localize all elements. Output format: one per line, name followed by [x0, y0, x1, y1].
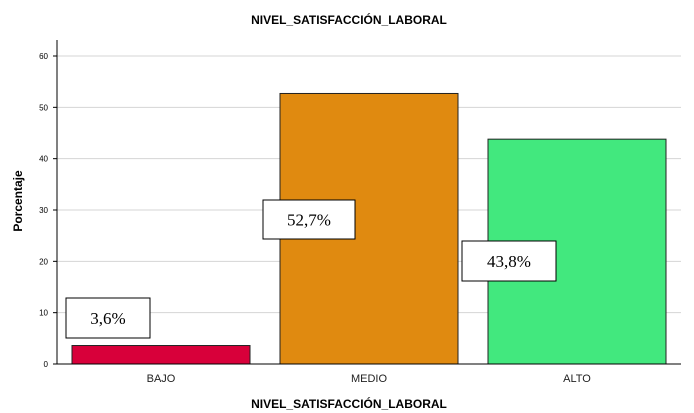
x-tick-labels: BAJO MEDIO ALTO [147, 373, 592, 385]
data-label-box [461, 240, 557, 282]
y-tick-label: 40 [39, 155, 48, 164]
data-label: 3,6% [65, 297, 151, 339]
data-label-text: 3,6% [90, 309, 125, 328]
y-tick-label: 50 [39, 103, 48, 112]
y-tick-label: 10 [39, 309, 48, 318]
chart-title: NIVEL_SATISFACCIÓN_LABORAL [251, 12, 447, 27]
x-tick-label: MEDIO [351, 373, 388, 385]
axes [56, 40, 681, 365]
data-label-box [65, 297, 151, 339]
data-label: 43,8% [461, 240, 557, 282]
y-axis-title: Porcentaje [11, 170, 25, 232]
bar-bajo [71, 345, 251, 365]
data-label-text: 52,7% [287, 211, 331, 230]
y-tick-label: 20 [39, 257, 48, 266]
data-label-text: 43,8% [487, 252, 531, 271]
bars [71, 92, 667, 365]
y-tick-label: 30 [39, 206, 48, 215]
x-tick-label: BAJO [147, 373, 176, 385]
data-labels: 3,6% 52,7% 43,8% [65, 199, 557, 339]
x-axis-title: NIVEL_SATISFACCIÓN_LABORAL [251, 396, 447, 411]
y-tick-label: 0 [44, 360, 49, 369]
y-tick-labels: 0 10 20 30 40 50 60 [39, 52, 57, 369]
x-tick-label: ALTO [563, 373, 591, 385]
data-label-box [262, 199, 356, 240]
y-tick-label: 60 [39, 52, 48, 61]
data-label: 52,7% [262, 199, 356, 240]
